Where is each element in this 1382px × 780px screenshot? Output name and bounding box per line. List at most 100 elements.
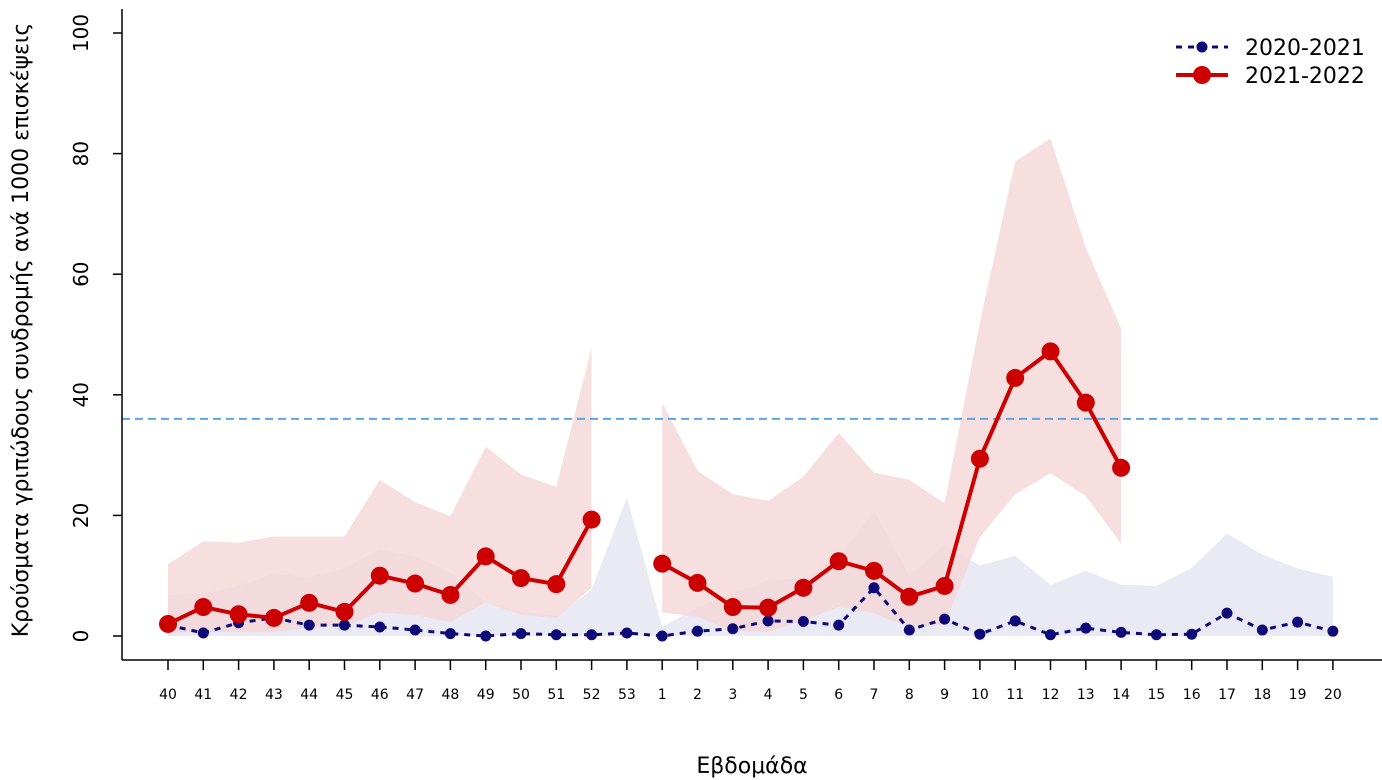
x-axis-title: Εβδομάδα (696, 754, 807, 779)
point-2020-2021-week-8 (903, 624, 915, 636)
point-2020-2021-week-5 (797, 616, 809, 628)
x-tick-label-44: 44 (300, 687, 318, 703)
point-2021-2022-week-3 (723, 598, 742, 617)
x-tick-label-48: 48 (441, 687, 459, 703)
series-lines (159, 342, 1339, 642)
legend: 2020-2021 2021-2022 (1176, 36, 1365, 89)
x-tick-label-43: 43 (265, 687, 283, 703)
point-2021-2022-week-42 (229, 605, 248, 624)
point-2021-2022-week-48 (441, 585, 460, 604)
point-2021-2022-week-4 (759, 598, 778, 617)
point-2021-2022-week-7 (865, 561, 883, 580)
point-2021-2022-week-14 (1112, 458, 1131, 477)
x-tick-label-12: 12 (1042, 687, 1060, 703)
point-2021-2022-week-44 (300, 593, 319, 612)
point-2020-2021-week-41 (197, 627, 209, 639)
y-tick-label-60: 60 (69, 261, 93, 286)
point-2020-2021-week-6 (833, 619, 845, 631)
confidence-bands (168, 138, 1333, 636)
point-2021-2022-week-49 (476, 547, 495, 566)
point-2021-2022-week-45 (335, 602, 354, 621)
point-2020-2021-week-19 (1292, 616, 1304, 628)
point-2020-2021-week-9 (939, 613, 951, 625)
x-tick-label-51: 51 (547, 687, 565, 703)
y-tick-label-0: 0 (69, 630, 93, 643)
point-2021-2022-week-1 (653, 554, 672, 573)
point-2020-2021-week-53 (621, 627, 633, 639)
point-2020-2021-week-44 (303, 619, 315, 631)
x-tick-label-11: 11 (1006, 687, 1024, 703)
point-2021-2022-week-10 (970, 449, 989, 468)
x-tick-label-40: 40 (159, 687, 177, 703)
x-tick-label-42: 42 (230, 687, 248, 703)
x-tick-label-2: 2 (693, 687, 702, 703)
series-line-2020-2021-0 (167, 586, 1334, 638)
point-2020-2021-week-46 (374, 621, 386, 633)
legend-marker-2021-2022 (1193, 66, 1211, 84)
point-2020-2021-week-13 (1080, 622, 1092, 634)
x-tick-label-8: 8 (905, 687, 914, 703)
point-2020-2021-week-16 (1186, 628, 1198, 640)
x-tick-label-19: 19 (1289, 687, 1307, 703)
point-2020-2021-week-4 (762, 615, 774, 627)
x-tick-label-6: 6 (834, 687, 843, 703)
x-tick-label-13: 13 (1077, 687, 1095, 703)
point-2021-2022-week-51 (547, 575, 566, 594)
x-tick-label-47: 47 (406, 687, 424, 703)
point-2020-2021-week-49 (480, 630, 492, 642)
point-2020-2021-week-11 (1009, 615, 1021, 627)
x-tick-label-50: 50 (512, 687, 530, 703)
point-2020-2021-week-12 (1045, 629, 1056, 641)
band-2021-2022-segment-1 (662, 138, 1122, 632)
point-2021-2022-week-6 (829, 552, 848, 571)
point-2021-2022-week-9 (935, 576, 954, 595)
point-2020-2021-week-48 (444, 628, 456, 640)
legend-label-2020-2021: 2020-2021 (1245, 36, 1365, 61)
x-tick-label-16: 16 (1183, 687, 1201, 703)
point-2021-2022-week-52 (582, 510, 601, 529)
x-tick-label-20: 20 (1324, 687, 1342, 703)
point-2021-2022-week-40 (159, 614, 177, 633)
x-tick-label-10: 10 (971, 687, 989, 703)
x-tick-label-52: 52 (583, 687, 601, 703)
x-tick-label-1: 1 (658, 687, 667, 703)
y-tick-label-80: 80 (69, 141, 93, 166)
point-2020-2021-week-3 (727, 623, 739, 635)
point-2020-2021-week-50 (515, 628, 527, 640)
point-2020-2021-week-7 (868, 582, 880, 594)
x-tick-label-45: 45 (336, 687, 354, 703)
point-2020-2021-week-47 (409, 624, 421, 636)
y-tick-label-20: 20 (69, 503, 93, 528)
x-tick-label-4: 4 (764, 687, 773, 703)
legend-label-2021-2022: 2021-2022 (1245, 64, 1365, 89)
point-2021-2022-week-47 (406, 574, 425, 593)
point-2020-2021-week-14 (1115, 626, 1127, 638)
point-2020-2021-week-2 (692, 625, 703, 637)
x-tick-label-41: 41 (194, 687, 212, 703)
x-tick-label-17: 17 (1218, 687, 1236, 703)
point-2020-2021-week-17 (1221, 607, 1233, 619)
band-2021-2022-segment-0 (168, 347, 592, 633)
x-tick-label-5: 5 (799, 687, 808, 703)
y-tick-label-100: 100 (69, 14, 93, 52)
x-tick-label-3: 3 (728, 687, 737, 703)
x-tick-label-49: 49 (477, 687, 495, 703)
x-tick-label-15: 15 (1147, 687, 1165, 703)
point-2021-2022-week-41 (194, 598, 213, 617)
point-2021-2022-week-12 (1041, 342, 1060, 361)
point-2021-2022-week-46 (370, 566, 389, 585)
point-2020-2021-week-52 (586, 629, 598, 641)
x-tick-label-18: 18 (1253, 687, 1271, 703)
point-2020-2021-week-15 (1150, 629, 1162, 641)
point-2020-2021-week-10 (974, 628, 986, 640)
point-2021-2022-week-13 (1076, 393, 1095, 412)
point-2020-2021-week-1 (656, 630, 668, 642)
point-2021-2022-week-43 (264, 608, 283, 627)
x-tick-label-53: 53 (618, 687, 636, 703)
point-2020-2021-week-18 (1256, 624, 1268, 636)
point-2020-2021-week-45 (339, 619, 350, 631)
point-2020-2021-week-20 (1327, 625, 1339, 637)
x-tick-label-9: 9 (940, 687, 949, 703)
